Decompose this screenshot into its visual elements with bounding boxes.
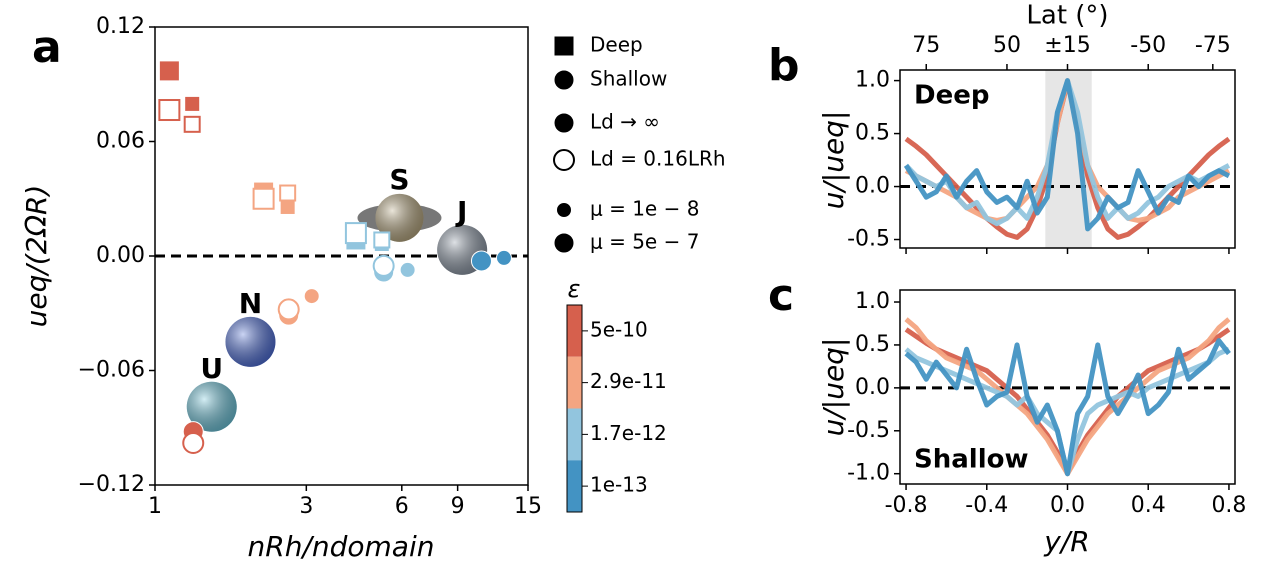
planet-label: S xyxy=(389,163,409,196)
y-axis-label: u/|ueq| xyxy=(817,338,850,437)
y-tick-label: 0.06 xyxy=(96,129,145,154)
colorbar-band xyxy=(567,460,582,512)
y-tick-label: 0.12 xyxy=(96,14,145,39)
planet-shade xyxy=(375,193,424,242)
point xyxy=(182,432,205,455)
axes-frame xyxy=(154,26,529,486)
legend-marker xyxy=(553,149,575,171)
y-tick-label: 0.00 xyxy=(96,243,145,268)
point xyxy=(279,184,297,202)
legend-marker xyxy=(553,112,575,134)
point xyxy=(158,60,180,82)
y-tick-label: −0.12 xyxy=(78,472,145,497)
point xyxy=(183,115,201,133)
point xyxy=(372,254,395,277)
planet-shade xyxy=(186,381,237,432)
x2-tick-label: ±15 xyxy=(1044,33,1090,58)
point xyxy=(158,99,181,122)
y-tick-label: -0.5 xyxy=(847,227,890,252)
legend-marker xyxy=(553,69,575,91)
colorbar-band xyxy=(567,305,582,357)
planet-label: N xyxy=(239,287,262,320)
y-tick-label: 1.0 xyxy=(855,68,890,93)
colorbar-title: ε xyxy=(568,275,581,303)
colorbar-band xyxy=(567,408,582,461)
point xyxy=(252,187,275,210)
y-axis-label: u/|ueq| xyxy=(817,111,850,210)
planet-shade xyxy=(225,316,276,367)
point xyxy=(344,222,367,245)
axes-frame xyxy=(899,289,1236,485)
planet-label: J xyxy=(455,195,467,228)
point xyxy=(184,95,201,112)
legend-label: Shallow xyxy=(590,67,667,91)
legend-label: Ld = 0.16LRh xyxy=(590,147,726,171)
point xyxy=(279,198,296,215)
colorbar-frame xyxy=(566,304,583,513)
legend-label: Deep xyxy=(590,33,643,57)
x2-tick-label: -50 xyxy=(1130,33,1166,58)
legend-label: μ = 1e − 8 xyxy=(590,197,699,221)
y-tick-label: -1.0 xyxy=(847,461,890,486)
x-tick-label: 0.4 xyxy=(1131,493,1166,518)
x-tick-label: -0.8 xyxy=(885,493,928,518)
point xyxy=(399,261,416,278)
x-tick-label: 0.0 xyxy=(1050,493,1085,518)
x-tick-label: 9 xyxy=(451,494,465,519)
legend-marker xyxy=(556,202,572,218)
annotation: Shallow xyxy=(914,445,1029,475)
line xyxy=(903,78,1231,232)
x2-tick-label: 75 xyxy=(912,33,940,58)
y-axis-label: ueq/(2ΩR) xyxy=(20,185,53,328)
point xyxy=(277,298,300,321)
x2-tick-label: 50 xyxy=(993,33,1021,58)
y-tick-label: 0.0 xyxy=(855,375,890,400)
x-tick-label: -0.4 xyxy=(965,493,1008,518)
axes-frame xyxy=(899,69,1236,249)
point xyxy=(470,250,492,272)
y-tick-label: 1.0 xyxy=(855,289,890,314)
legend-label: Ld → ∞ xyxy=(590,110,660,134)
colorbar-label: 1e-13 xyxy=(590,473,648,497)
colorbar-label: 2.9e-11 xyxy=(590,369,667,393)
point xyxy=(303,288,320,305)
point xyxy=(373,231,391,249)
y-tick-label: −0.06 xyxy=(78,358,145,383)
legend-marker xyxy=(553,35,575,57)
legend-label: μ = 5e − 7 xyxy=(590,230,699,254)
x2-tick-label: -75 xyxy=(1195,33,1231,58)
y-tick-label: -0.5 xyxy=(847,418,890,443)
point xyxy=(495,249,512,266)
x-tick-label: 1 xyxy=(148,494,162,519)
colorbar-label: 5e-10 xyxy=(590,317,648,341)
x2-axis-label: Lat (°) xyxy=(1026,1,1108,31)
legend-marker xyxy=(553,232,575,254)
x-axis-label: y/R xyxy=(1043,525,1089,558)
y-tick-label: 0.5 xyxy=(855,121,890,146)
annotation: Deep xyxy=(914,81,989,111)
x-tick-label: 15 xyxy=(514,494,542,519)
x-tick-label: 6 xyxy=(395,494,409,519)
panel-letter: b xyxy=(768,40,800,91)
line xyxy=(904,338,1231,477)
panel-letter: a xyxy=(32,22,62,73)
panel-letter: c xyxy=(768,270,794,321)
x-tick-label: 3 xyxy=(299,494,313,519)
x-axis-label: nRh/ndomain xyxy=(248,530,435,563)
y-tick-label: 0.0 xyxy=(855,174,890,199)
planet-label: U xyxy=(200,352,223,385)
x-tick-label: 0.8 xyxy=(1211,493,1246,518)
y-tick-label: 0.5 xyxy=(855,332,890,357)
colorbar-label: 1.7e-12 xyxy=(590,421,667,445)
colorbar-band xyxy=(567,356,582,409)
